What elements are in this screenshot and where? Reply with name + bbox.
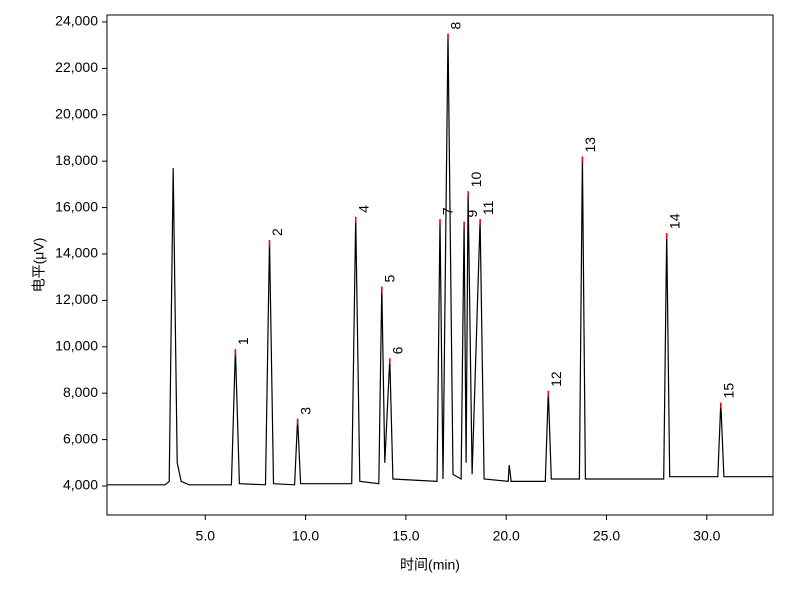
y-tick-label: 12,000 bbox=[55, 291, 98, 307]
peak-label: 14 bbox=[666, 213, 682, 229]
x-tick-label: 20.0 bbox=[493, 528, 520, 544]
y-tick-label: 24,000 bbox=[55, 13, 98, 29]
peak-label: 5 bbox=[382, 274, 398, 282]
peak-label: 13 bbox=[582, 137, 598, 153]
peak-label: 10 bbox=[468, 172, 484, 188]
trace bbox=[107, 33, 773, 486]
x-tick-label: 30.0 bbox=[693, 528, 720, 544]
peak-label: 8 bbox=[448, 22, 464, 30]
peak-label: 3 bbox=[297, 407, 313, 415]
peak-label: 12 bbox=[548, 371, 564, 387]
y-tick-label: 20,000 bbox=[55, 105, 98, 121]
peak-label: 4 bbox=[355, 205, 371, 213]
peak-label: 1 bbox=[235, 337, 251, 345]
x-axis-label: 时间(min) bbox=[400, 557, 460, 573]
y-tick-label: 8,000 bbox=[63, 384, 98, 400]
peak-label: 11 bbox=[480, 200, 496, 215]
peak-label: 7 bbox=[440, 207, 456, 215]
y-tick-label: 18,000 bbox=[55, 152, 98, 168]
peak-label: 9 bbox=[464, 209, 480, 217]
y-axis-label: 电平(μV) bbox=[31, 238, 47, 293]
x-tick-label: 5.0 bbox=[196, 528, 216, 544]
y-tick-label: 6,000 bbox=[63, 430, 98, 446]
x-tick-label: 25.0 bbox=[593, 528, 620, 544]
peak-label: 2 bbox=[269, 228, 285, 236]
peak-label: 15 bbox=[721, 383, 737, 399]
x-tick-label: 15.0 bbox=[392, 528, 419, 544]
y-tick-label: 14,000 bbox=[55, 245, 98, 261]
y-tick-label: 4,000 bbox=[63, 477, 98, 493]
peak-label: 6 bbox=[390, 346, 406, 354]
y-tick-label: 16,000 bbox=[55, 198, 98, 214]
y-tick-label: 22,000 bbox=[55, 59, 98, 75]
y-tick-label: 10,000 bbox=[55, 337, 98, 353]
plot-frame bbox=[106, 14, 774, 516]
x-tick-label: 10.0 bbox=[292, 528, 319, 544]
